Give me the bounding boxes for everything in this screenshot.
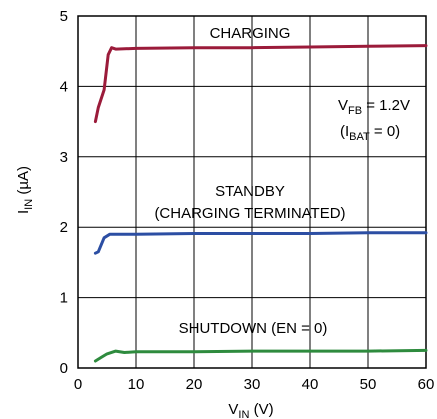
annotation-vfb-sub: FB bbox=[348, 105, 362, 117]
annotation-charging: CHARGING bbox=[210, 25, 291, 42]
x-tick-label: 60 bbox=[418, 376, 435, 393]
series-group bbox=[93, 44, 428, 363]
x-tick-label: 20 bbox=[186, 376, 203, 393]
plot-frame bbox=[77, 15, 427, 369]
x-axis-label-unit: (V) bbox=[249, 401, 273, 418]
y-tick-label: 5 bbox=[60, 8, 68, 25]
x-tick-label: 10 bbox=[128, 376, 145, 393]
series-line-3 bbox=[93, 348, 428, 363]
series-line-2 bbox=[93, 231, 428, 255]
annotation-ibat-open: (I bbox=[340, 123, 349, 140]
annotation-ibat-sub: BAT bbox=[349, 131, 370, 143]
x-axis-label-main: V bbox=[228, 401, 238, 418]
annotation-shutdown: SHUTDOWN (EN = 0) bbox=[179, 320, 328, 337]
annotation-vfb: VFB = 1.2V bbox=[338, 97, 410, 117]
x-tick-label: 50 bbox=[360, 376, 377, 393]
y-axis-label-main: I bbox=[15, 210, 32, 214]
annotation-charging-terminated: (CHARGING TERMINATED) bbox=[154, 205, 345, 222]
annotation-ibat-rest: = 0) bbox=[370, 123, 400, 140]
y-axis-label-unit: (µA) bbox=[15, 166, 32, 199]
tick-labels: 0 10 20 30 40 50 60 0 1 2 3 4 5 bbox=[60, 8, 435, 393]
y-tick-label: 4 bbox=[60, 78, 68, 95]
x-tick-label: 0 bbox=[74, 376, 82, 393]
x-axis-label-sub: IN bbox=[238, 409, 249, 419]
x-tick-label: 30 bbox=[244, 376, 261, 393]
series-line-1 bbox=[93, 44, 428, 124]
annotation-standby: STANDBY bbox=[215, 183, 285, 200]
y-axis-label-sub: IN bbox=[23, 199, 35, 210]
grid bbox=[78, 16, 426, 368]
y-axis-label: IIN (µA) bbox=[15, 166, 35, 214]
y-tick-label: 2 bbox=[60, 219, 68, 236]
x-tick-label: 40 bbox=[302, 376, 319, 393]
annotation-vfb-main: V bbox=[338, 97, 348, 114]
x-axis-label: VIN (V) bbox=[228, 401, 273, 419]
y-tick-label: 1 bbox=[60, 290, 68, 307]
annotation-vfb-rest: = 1.2V bbox=[362, 97, 410, 114]
y-tick-label: 0 bbox=[60, 360, 68, 377]
annotation-ibat: (IBAT = 0) bbox=[340, 123, 400, 143]
y-tick-label: 3 bbox=[60, 149, 68, 166]
